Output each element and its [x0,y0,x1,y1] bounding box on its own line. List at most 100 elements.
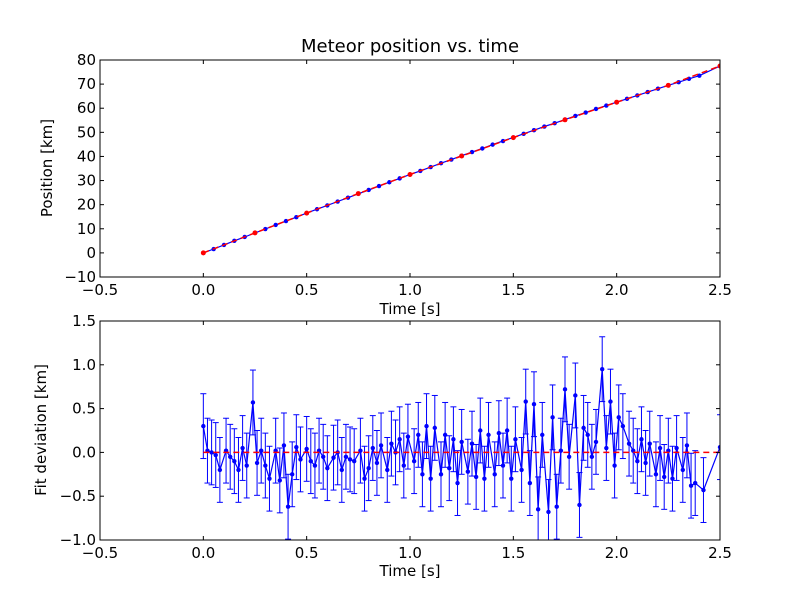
deviation-data-point [647,441,652,446]
deviation-data-point [259,448,264,453]
deviation-data-point [581,425,586,431]
deviation-data-point [717,444,720,450]
deviation-data-point [451,437,456,442]
deviation-chart-axes: −0.5 0.0 0.5 1.0 1.5 2.0 2.5−1.0−0.50.00.51.01… [60,312,732,562]
deviation-data-point [600,366,605,372]
position-ytick-label: 0 [86,244,96,262]
deviation-data-point [531,402,537,407]
deviation-data-point [478,428,483,433]
deviation-data-point [473,474,479,480]
position-data-point [697,73,702,78]
position-xtick-label: 1.0 [398,281,422,299]
deviation-data-point [593,439,599,445]
deviation-data-point [504,428,510,433]
deviation-data-point [459,439,464,445]
deviation-data-point [236,467,241,473]
deviation-data-point [244,463,249,468]
deviation-data-point [635,458,640,464]
deviation-data-point [612,463,617,468]
deviation-ytick-label: 1.5 [72,312,96,330]
deviation-data-point [486,432,491,438]
deviation-data-point [701,487,706,493]
deviation-data-point [657,445,663,451]
deviation-data-point [438,472,444,477]
deviation-ytick-label: −0.5 [60,487,96,505]
deviation-data-point [496,430,502,436]
deviation-data-point [240,445,245,451]
deviation-data-point [420,472,425,477]
position-data-point [604,103,609,108]
position-ytick-label: 60 [77,99,96,117]
position-xtick-label: 1.5 [501,281,525,299]
deviation-data-point [566,454,572,459]
deviation-data-point [428,476,433,481]
deviation-data-point [577,502,582,508]
deviation-data-point [620,423,626,429]
deviation-chart-ylabel: Fit deviation [km] [32,364,50,496]
position-ytick-label: 70 [77,75,96,93]
position-chart: Meteor position vs. time −0.5 0.0 0.5 1.0 1.… [38,36,732,318]
position-chart-axes: −0.5 0.0 0.5 1.0 1.5 2.0 2.5 −10 0 10 20 30 40 50 60 70… [64,51,732,299]
deviation-data-point [455,480,460,486]
deviation-data-point [500,463,506,468]
deviation-data-point [209,450,214,455]
position-data-point [593,106,599,112]
deviation-data-point [550,415,555,420]
position-xtick-label: 2.5 [708,281,732,299]
deviation-data-point [688,483,694,488]
position-ytick-label: 50 [77,123,96,141]
deviation-data-point [693,480,698,486]
position-data-point [273,222,278,228]
position-xtick-label: −0.5 [82,281,118,299]
deviation-data-point [653,472,659,477]
position-fit-marker [407,172,413,178]
deviation-data-point [604,445,609,451]
deviation-data-point [585,432,590,438]
deviation-data-point [432,425,437,431]
deviation-data-point [447,465,452,471]
deviation-xtick-label: 0.0 [191,544,215,562]
deviation-data-point [573,393,578,398]
deviation-data-point [277,478,282,483]
deviation-data-point [608,399,613,404]
deviation-data-point [308,458,313,464]
position-data-point [376,183,382,189]
position-fit-marker [562,117,568,123]
deviation-data-point [304,446,309,452]
deviation-data-point [281,443,287,448]
deviation-data-point [639,437,644,442]
deviation-xtick-label: 2.0 [605,544,629,562]
position-chart-ylabel: Position [km] [38,119,56,217]
deviation-plot-area [200,336,720,540]
deviation-data-point [217,467,223,473]
deviation-data-point [684,443,690,448]
deviation-data-point [424,423,429,429]
deviation-data-point [442,432,448,438]
deviation-data-point [325,465,330,471]
deviation-data-point [535,507,541,512]
deviation-data-point [389,441,394,446]
position-fit-marker [510,135,516,141]
deviation-data-point [465,469,471,474]
deviation-data-point [378,443,384,448]
deviation-data-point [482,476,487,481]
deviation-data-point [347,457,353,462]
position-data-point [366,187,371,193]
position-chart-xlabel: Time [s] [379,300,441,318]
deviation-data-point [397,437,402,442]
deviation-data-point [469,441,475,446]
deviation-data-point [250,400,256,405]
deviation-data-point [626,441,632,446]
position-ytick-label: 40 [77,147,96,165]
position-data-point [480,146,485,151]
deviation-data [200,336,720,540]
deviation-ytick-label: −1.0 [60,531,96,549]
deviation-data-point [339,467,344,473]
position-data [200,63,720,256]
deviation-data-point [513,437,518,442]
position-xtick-label: 2.0 [605,281,629,299]
deviation-data-point [527,480,533,486]
deviation-data-point [589,454,595,459]
position-fit-marker [459,153,465,159]
